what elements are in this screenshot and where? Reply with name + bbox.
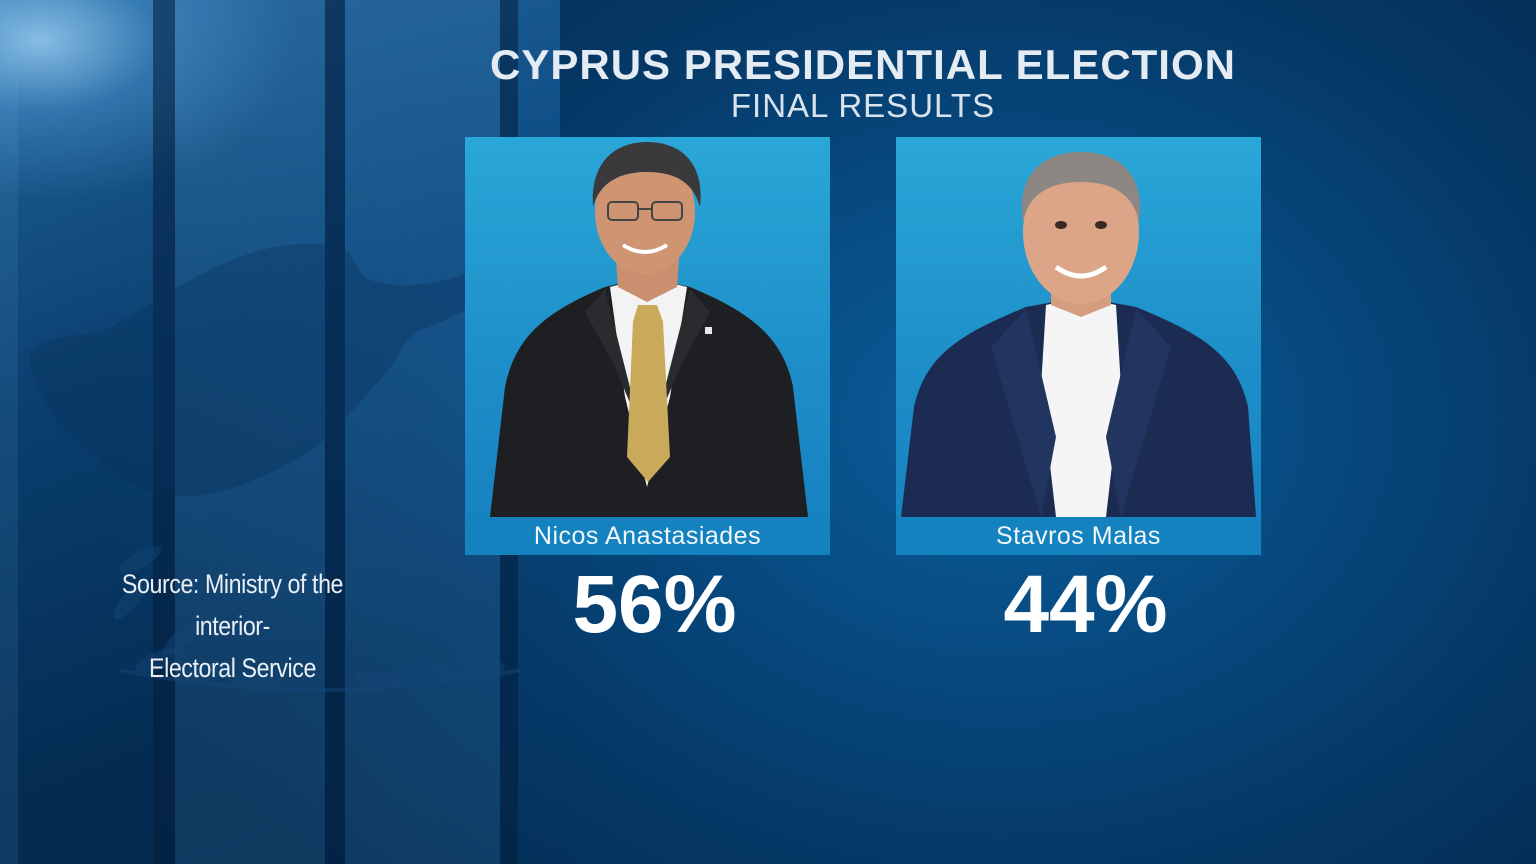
background-stripe [175,0,325,864]
laurel-branch-emblem [113,546,521,692]
cyprus-map-silhouette [29,243,511,496]
candidate-name-1: Nicos Anastasiades [465,517,830,555]
candidate-photo-1 [490,142,808,517]
source-line-1: Source: Ministry of the interior- [121,569,344,641]
source-caption: Source: Ministry of the interior- Electo… [82,563,383,689]
candidate-percent-1: 56% [572,559,737,650]
background-stripe [0,0,18,864]
page-subtitle: FINAL RESULTS [730,87,996,124]
source-line-2: Electoral Service [149,653,316,683]
header: CYPRUS PRESIDENTIAL ELECTION FINAL RESUL… [465,40,1261,124]
candidate-card-2: Stavros Malas [896,137,1261,555]
candidate-photo-2 [901,152,1256,517]
candidate-percent-2: 44% [1003,559,1168,650]
background-stripe [153,0,175,864]
background-stripe [325,0,345,864]
candidate-card-1: Nicos Anastasiades [465,137,830,555]
candidate-name-2: Stavros Malas [896,517,1261,555]
page-title: CYPRUS PRESIDENTIAL ELECTION [490,41,1236,88]
